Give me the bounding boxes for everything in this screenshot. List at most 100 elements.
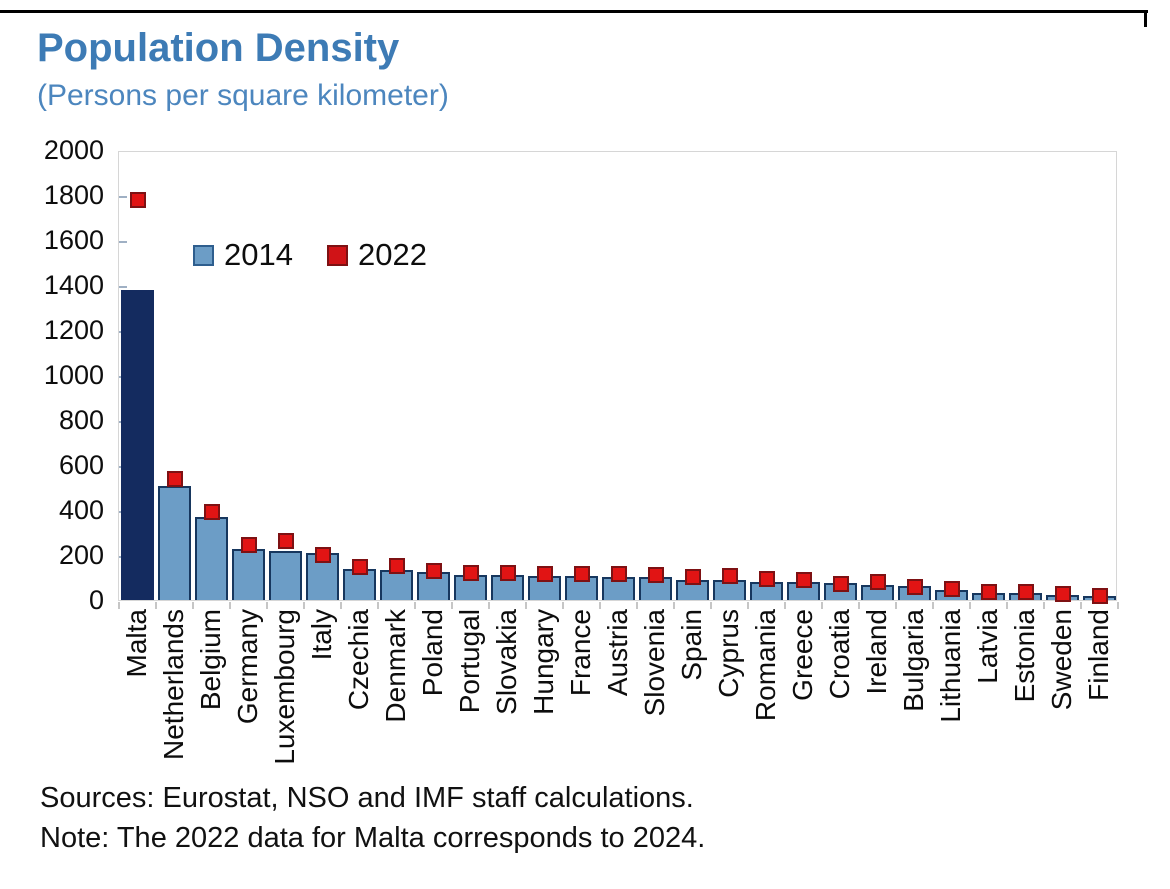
x-category-label: Sweden: [1043, 609, 1080, 710]
x-category-label-text: Latvia: [972, 609, 1003, 684]
x-tick-mark: [969, 602, 971, 609]
marker-2022-slovakia: [499, 565, 516, 581]
x-category-label-text: Slovakia: [491, 609, 522, 715]
x-category-label-text: Austria: [602, 609, 633, 697]
y-tick-label: 1200: [43, 315, 104, 345]
x-category-label-text: Ireland: [861, 609, 892, 695]
marker-2022-bulgaria: [906, 578, 923, 595]
marker-2022-hungary: [536, 566, 553, 583]
bar-2014-netherlands: [158, 486, 191, 600]
x-category-label: Czechia: [340, 609, 377, 710]
x-tick-mark: [636, 602, 638, 609]
x-category-label: Romania: [747, 609, 784, 721]
x-tick-mark: [340, 602, 342, 609]
x-category-label: Finland: [1080, 609, 1117, 701]
y-tick-label: 1600: [43, 225, 104, 255]
x-category-label: Portugal: [451, 609, 488, 713]
x-category-label-text: Belgium: [195, 609, 226, 711]
x-category-label-text: Denmark: [380, 609, 411, 723]
x-category-label-text: Slovenia: [639, 609, 670, 717]
x-category-label: Germany: [229, 609, 266, 724]
x-tick-mark: [414, 602, 416, 609]
legend-item-2014: 2014: [193, 237, 293, 273]
chart-legend: 2014 2022: [193, 237, 427, 273]
y-tick-label: 200: [58, 540, 104, 570]
y-tick-label: 1800: [43, 180, 104, 210]
x-category-label-text: Czechia: [343, 609, 374, 711]
marker-2022-spain: [684, 569, 701, 586]
x-tick-mark: [1006, 602, 1008, 609]
marker-2022-austria: [610, 565, 627, 582]
x-tick-mark: [303, 602, 305, 609]
x-category-label: Lithuania: [932, 609, 969, 723]
marker-2022-germany: [240, 536, 257, 553]
x-tick-mark: [821, 602, 823, 609]
marker-2022-croatia: [832, 576, 849, 593]
legend-item-2022: 2022: [326, 237, 427, 273]
x-category-label-text: Sweden: [1046, 609, 1077, 711]
x-category-label: Malta: [118, 609, 155, 677]
x-category-label: Italy: [303, 609, 340, 660]
x-tick-mark: [747, 602, 749, 609]
x-category-label: Cyprus: [710, 609, 747, 698]
x-category-label-text: Malta: [121, 609, 152, 678]
x-tick-mark: [562, 602, 564, 609]
x-category-label: Estonia: [1006, 609, 1043, 702]
x-category-label: Belgium: [192, 609, 229, 710]
y-tick-mark: [119, 241, 127, 243]
bar-2014-belgium: [195, 516, 228, 600]
x-category-label-text: Lithuania: [935, 609, 966, 723]
sources-note: Sources: Eurostat, NSO and IMF staff cal…: [40, 782, 694, 814]
page-subtitle: (Persons per square kilometer): [37, 79, 449, 112]
x-category-label: Latvia: [969, 609, 1006, 684]
y-tick-label: 2000: [43, 135, 104, 165]
x-category-label-text: Finland: [1083, 609, 1114, 701]
top-border-corner: [1144, 10, 1147, 27]
x-tick-mark: [229, 602, 231, 609]
marker-2022-ireland: [869, 573, 886, 590]
bar-2014-malta: [121, 289, 154, 600]
x-tick-mark: [1080, 602, 1082, 609]
marker-2022-finland: [1091, 587, 1108, 604]
legend-swatch-2022: [326, 244, 348, 266]
x-tick-mark: [451, 602, 453, 609]
marker-2022-portugal: [462, 564, 479, 581]
data-note: Note: The 2022 data for Malta correspond…: [40, 822, 706, 854]
marker-2022-italy: [314, 547, 331, 564]
top-border-rule: [0, 10, 1148, 13]
marker-2022-denmark: [388, 558, 405, 575]
x-category-label-text: Portugal: [454, 609, 485, 714]
x-category-label-text: Poland: [417, 609, 448, 697]
x-category-label-text: Hungary: [528, 609, 559, 715]
x-tick-mark: [192, 602, 194, 609]
legend-label-2022: 2022: [357, 237, 427, 272]
x-tick-mark: [895, 602, 897, 609]
x-category-label-text: Italy: [306, 609, 337, 661]
bar-2014-denmark: [380, 570, 413, 600]
x-category-label-text: Romania: [750, 609, 781, 722]
x-category-label: Poland: [414, 609, 451, 696]
marker-2022-france: [573, 566, 590, 583]
marker-2022-romania: [758, 571, 775, 588]
x-category-label: Slovakia: [488, 609, 525, 715]
page-title: Population Density: [37, 26, 400, 70]
x-category-label-text: Netherlands: [158, 609, 189, 760]
marker-2022-netherlands: [166, 470, 183, 487]
legend-swatch-2014: [193, 244, 214, 266]
x-category-label: Bulgaria: [895, 609, 932, 712]
x-category-label-text: France: [565, 609, 596, 697]
x-tick-mark: [1043, 602, 1045, 609]
marker-2022-poland: [425, 562, 442, 579]
x-tick-mark: [377, 602, 379, 609]
x-tick-mark: [673, 602, 675, 609]
marker-2022-greece: [795, 572, 812, 589]
x-tick-mark: [118, 602, 120, 609]
x-category-label-text: Luxembourg: [269, 609, 300, 765]
marker-2022-sweden: [1054, 585, 1071, 602]
y-tick-mark: [119, 286, 127, 288]
x-category-label: Ireland: [858, 609, 895, 695]
x-category-label: Spain: [673, 609, 710, 681]
x-tick-mark: [155, 602, 157, 609]
x-category-label-text: Croatia: [824, 609, 855, 700]
